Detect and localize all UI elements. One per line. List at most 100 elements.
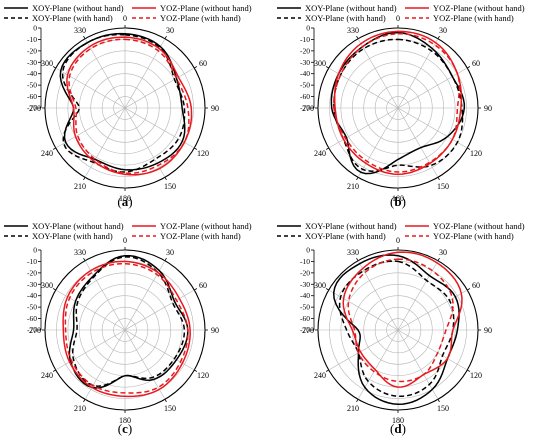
angle-tick-mark: [467, 147, 471, 150]
angle-tick-mark: [83, 35, 86, 39]
grid-spoke: [397, 289, 468, 331]
legend-label-yoz-with: YOZ-Plane (with hand): [433, 13, 514, 23]
grid-spoke: [397, 260, 439, 331]
angle-tick-label: 150: [164, 404, 176, 413]
chart-panel-b: XOY-Plane (without hand) YOZ-Plane (witho…: [277, 3, 525, 209]
angle-tick-label: 30: [439, 248, 447, 257]
radial-tick-label: -40: [27, 291, 37, 300]
radial-tick-label: -40: [300, 291, 310, 300]
radial-tick-label: -70: [300, 326, 310, 335]
radial-tick-label: -60: [27, 314, 37, 323]
angle-tick-label: 60: [199, 281, 207, 290]
angle-tick-mark: [194, 288, 198, 291]
angle-tick-mark: [356, 35, 359, 39]
angle-tick-label: 300: [314, 59, 326, 68]
angle-tick-mark: [437, 177, 440, 181]
grid-spoke: [397, 67, 468, 109]
angle-tick-mark: [467, 288, 471, 291]
angle-tick-mark: [356, 177, 359, 181]
radial-tick-label: -10: [27, 35, 37, 44]
angle-tick-label: 210: [347, 182, 359, 191]
angle-tick-label: 330: [347, 248, 359, 257]
angle-tick-label: 60: [472, 59, 480, 68]
angle-tick-mark: [83, 399, 86, 403]
radial-tick-label: -60: [300, 314, 310, 323]
angle-tick-mark: [325, 66, 329, 69]
panel-label: (c): [118, 421, 132, 436]
angle-tick-label: 330: [347, 26, 359, 35]
grid-spoke: [397, 329, 468, 371]
series-line-xoy-with-hand: [71, 256, 186, 387]
grid-spoke: [357, 107, 399, 178]
radial-tick-label: 0: [306, 24, 310, 33]
grid-spoke: [84, 107, 126, 178]
legend-label-xoy-with: XOY-Plane (with hand): [305, 231, 386, 241]
series-line-xoy-with-hand: [338, 260, 455, 398]
angle-tick-mark: [325, 288, 329, 291]
angle-tick-mark: [52, 369, 56, 372]
series-line-yoz-without-hand: [66, 36, 193, 176]
angle-tick-mark: [52, 147, 56, 150]
series-line-xoy-without-hand: [68, 254, 189, 389]
angle-tick-label: 0: [123, 14, 127, 23]
radial-tick-label: -50: [27, 81, 37, 90]
angle-tick-label: 60: [472, 281, 480, 290]
radial-tick-label: -60: [300, 92, 310, 101]
angle-tick-label: 180: [392, 194, 404, 203]
legend-label-xoy-without: XOY-Plane (without hand): [32, 221, 124, 231]
angle-tick-label: 300: [41, 59, 53, 68]
radial-tick-label: -50: [27, 303, 37, 312]
angle-tick-mark: [164, 177, 167, 181]
legend-label-yoz-with: YOZ-Plane (with hand): [160, 13, 241, 23]
panel-label: (d): [390, 421, 406, 436]
grid-spoke: [84, 38, 126, 109]
radial-tick-label: 0: [306, 246, 310, 255]
angle-tick-mark: [164, 399, 167, 403]
angle-tick-mark: [83, 257, 86, 261]
grid-spoke: [328, 329, 399, 371]
angle-tick-label: 240: [314, 149, 326, 158]
radial-tick-label: 0: [33, 24, 37, 33]
grid-spoke: [84, 329, 126, 400]
angle-tick-label: 240: [41, 371, 53, 380]
radial-tick-label: -70: [27, 326, 37, 335]
grid-spoke: [124, 329, 166, 400]
legend-label-xoy-without: XOY-Plane (without hand): [32, 3, 124, 13]
grid-spoke: [397, 107, 468, 149]
angle-tick-mark: [164, 257, 167, 261]
legend-label-yoz-without: YOZ-Plane (without hand): [433, 221, 525, 231]
panel-label: (a): [117, 194, 132, 209]
angle-tick-label: 150: [437, 404, 449, 413]
angle-tick-mark: [467, 66, 471, 69]
angle-tick-label: 30: [166, 248, 174, 257]
grid-spoke: [397, 107, 439, 178]
grid-spoke: [55, 67, 126, 109]
grid-spoke: [357, 38, 399, 109]
angle-tick-label: 90: [211, 104, 219, 113]
angle-tick-label: 0: [123, 236, 127, 245]
angle-tick-label: 60: [199, 59, 207, 68]
radial-tick-label: -20: [27, 268, 37, 277]
radial-tick-label: -60: [27, 92, 37, 101]
angle-tick-label: 180: [119, 416, 131, 425]
angle-tick-mark: [164, 35, 167, 39]
series-line-yoz-without-hand: [62, 260, 191, 398]
angle-tick-label: 270: [29, 326, 41, 335]
angle-tick-label: 330: [74, 26, 86, 35]
radial-tick-label: -40: [27, 69, 37, 78]
angle-tick-mark: [83, 177, 86, 181]
angle-tick-label: 90: [484, 104, 492, 113]
angle-tick-label: 120: [197, 371, 209, 380]
grid-spoke: [397, 329, 439, 400]
grid-spoke: [84, 260, 126, 331]
radial-tick-label: -10: [300, 257, 310, 266]
radial-tick-label: -20: [27, 46, 37, 55]
series-line-yoz-with-hand: [64, 262, 189, 394]
chart-panel-a: XOY-Plane (without hand) YOZ-Plane (witho…: [4, 3, 252, 209]
angle-tick-label: 180: [392, 416, 404, 425]
series-line-xoy-without-hand: [332, 254, 460, 406]
legend-label-xoy-with: XOY-Plane (with hand): [32, 13, 113, 23]
angle-tick-label: 30: [166, 26, 174, 35]
angle-tick-label: 150: [437, 182, 449, 191]
